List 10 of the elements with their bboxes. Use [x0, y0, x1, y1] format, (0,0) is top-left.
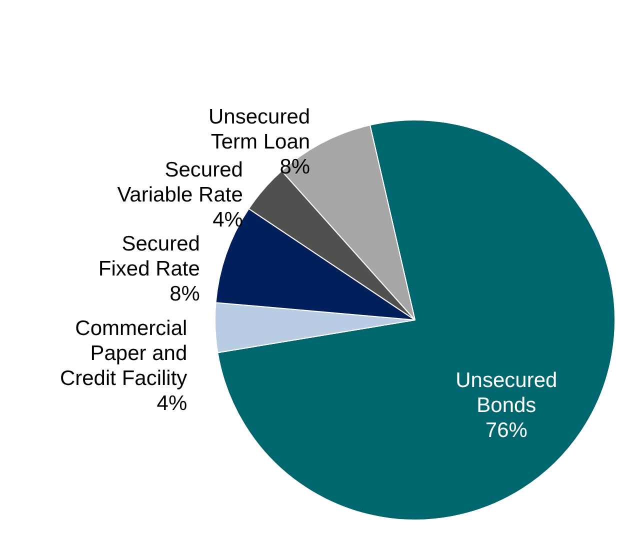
data-label: 8%	[170, 282, 200, 306]
data-label: 76%	[485, 419, 528, 442]
slice-label: Unsecured Bonds	[456, 369, 558, 418]
data-label: 4%	[212, 208, 243, 232]
slice-label: Secured Fixed Rate	[98, 232, 200, 280]
data-label: 8%	[280, 156, 310, 179]
slice-label: Unsecured Term Loan	[208, 106, 310, 154]
data-label: 4%	[156, 392, 188, 415]
slice-label: Secured Variable Rate	[117, 158, 243, 206]
slice-label: Commercial Paper and Credit Facility	[60, 316, 188, 390]
